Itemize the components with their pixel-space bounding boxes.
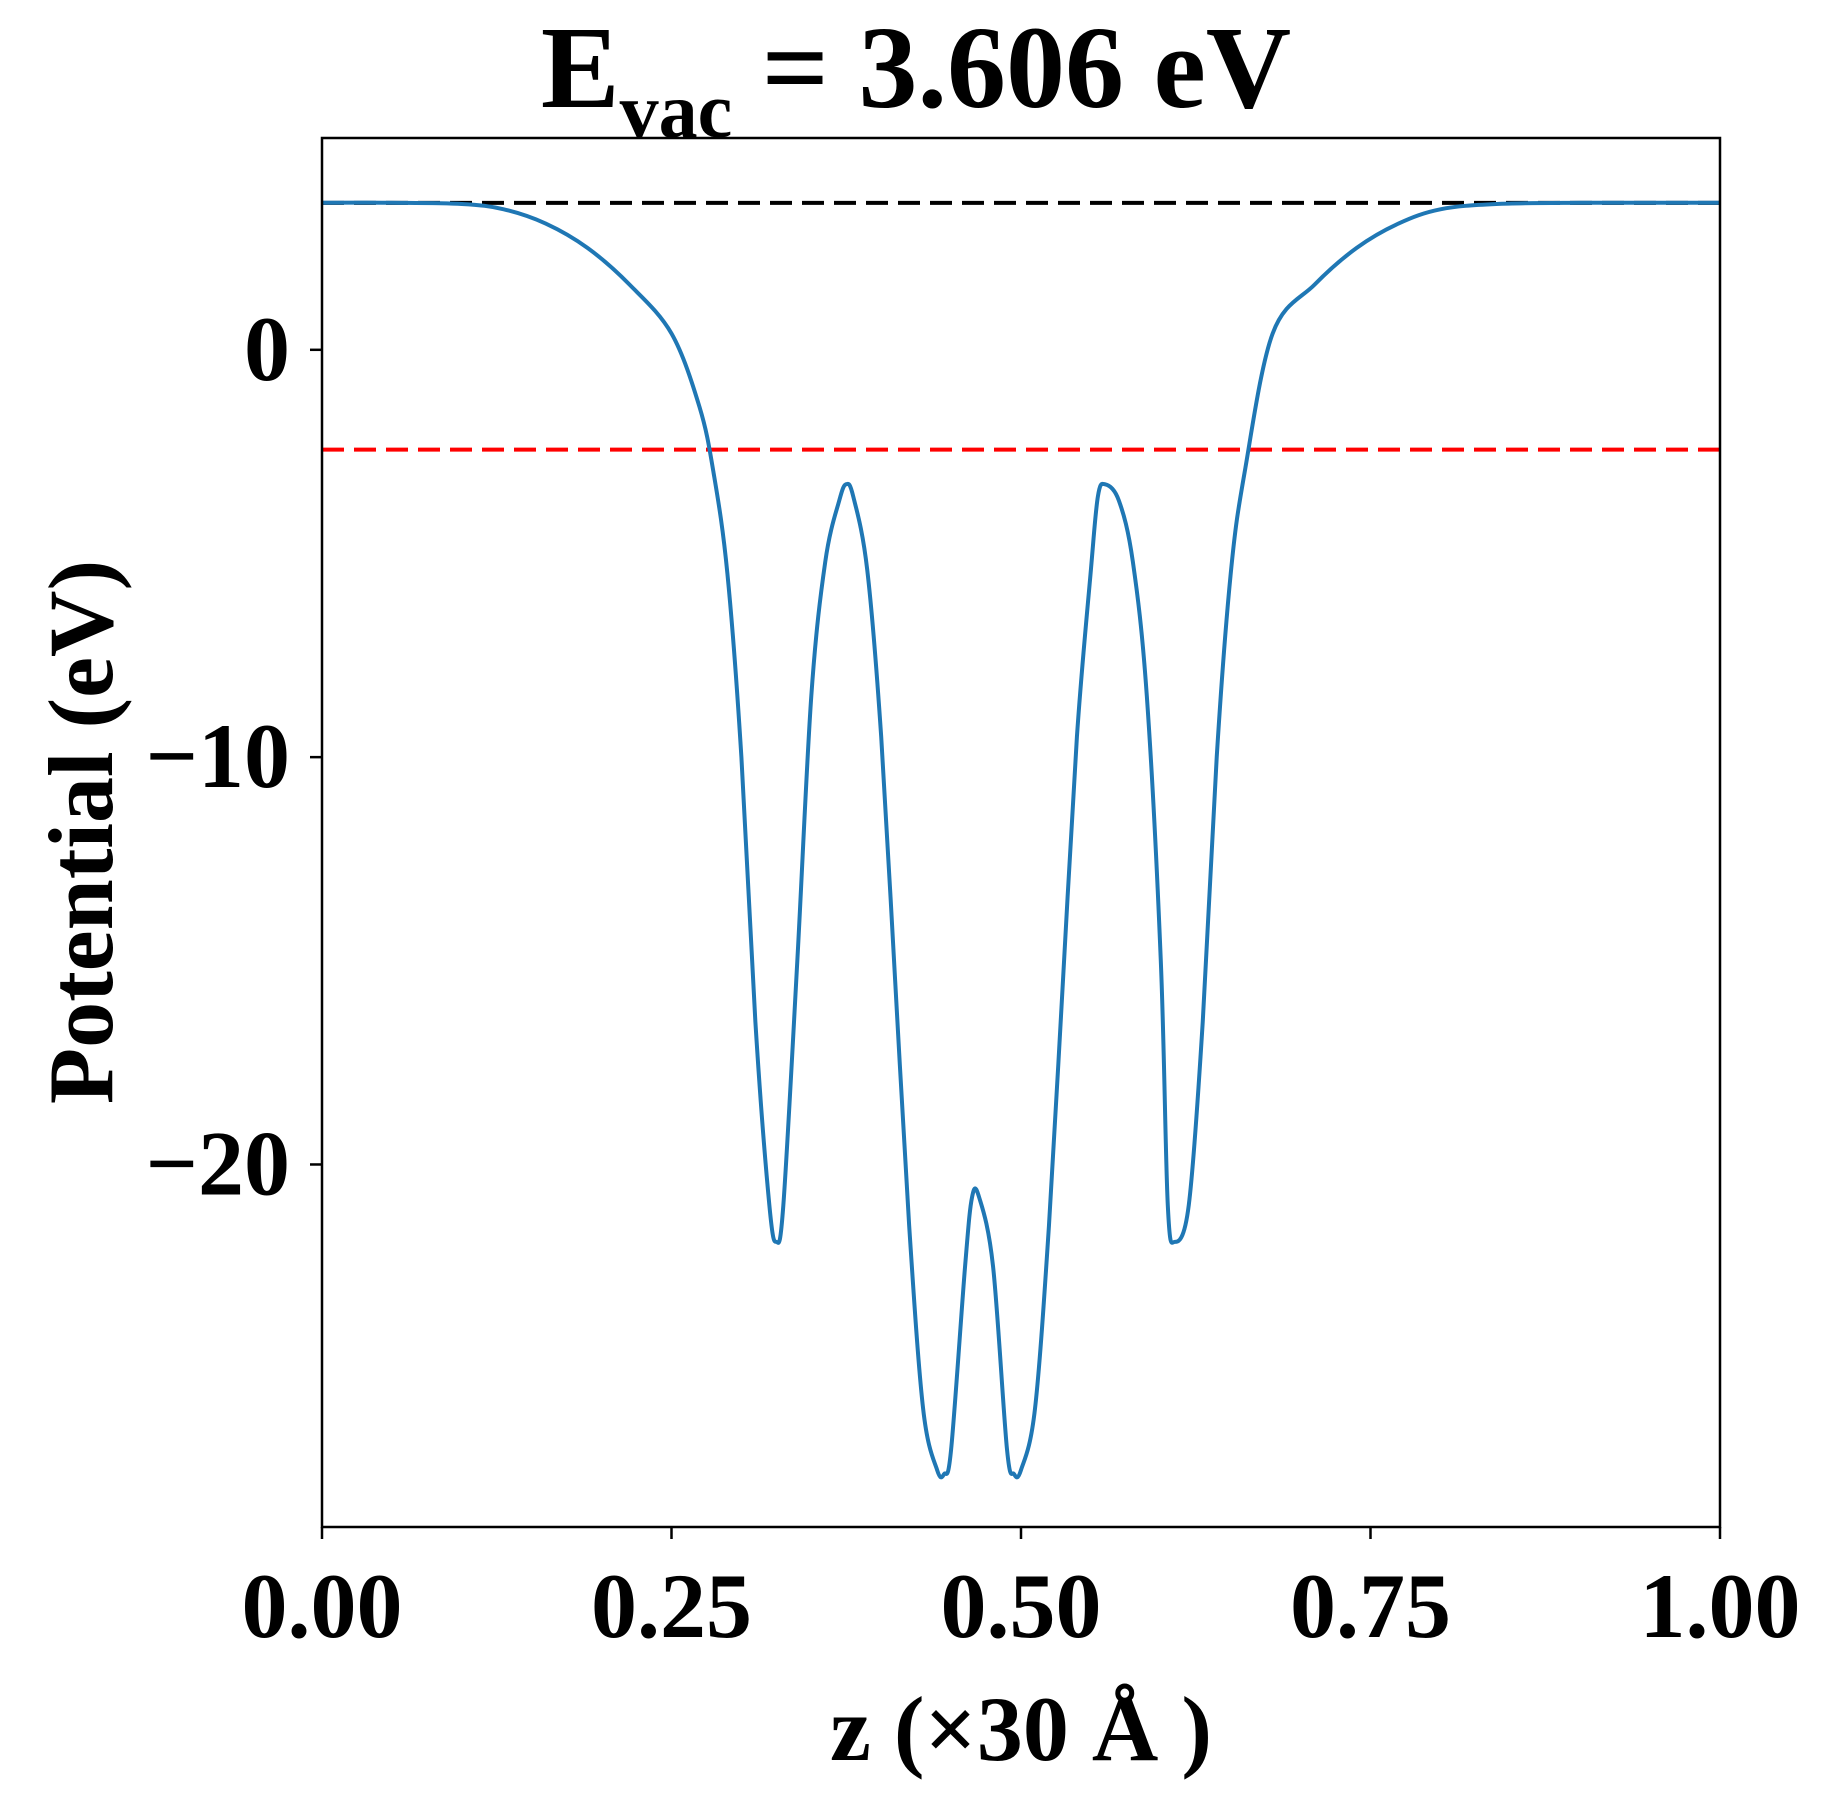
y-tick-label: −20: [146, 1112, 290, 1214]
y-tick-label: 0: [244, 298, 290, 400]
x-tick-label: 0.50: [941, 1555, 1102, 1657]
x-axis-label: z (×30 Å ): [830, 1678, 1212, 1780]
title-subscript: vac: [620, 67, 733, 154]
plot-area: [321, 200, 1720, 1480]
y-axis-label: Potential (eV): [30, 560, 132, 1104]
chart-title: Evac = 3.606 eV: [541, 2, 1291, 154]
title-main: E: [541, 2, 620, 133]
axes-frame: [320, 136, 1722, 1529]
title-rest: = 3.606 eV: [732, 2, 1291, 133]
x-tick-label: 0.75: [1290, 1555, 1451, 1657]
x-tick-label: 0.25: [591, 1555, 752, 1657]
x-axis-ticks: 0.00 0.25 0.50 0.75 1.00: [242, 1527, 1801, 1657]
y-axis-ticks: 0 −10 −20: [146, 298, 322, 1214]
x-tick-label: 1.00: [1640, 1555, 1801, 1657]
potential-series-line: [321, 200, 1720, 1480]
x-tick-label: 0.00: [242, 1555, 403, 1657]
y-tick-label: −10: [146, 705, 290, 807]
